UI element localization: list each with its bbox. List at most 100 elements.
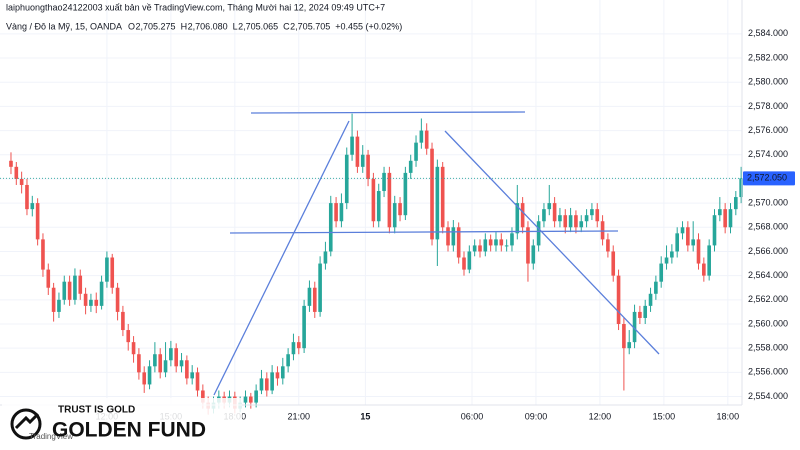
candle-body — [648, 293, 653, 306]
candle-body — [350, 136, 354, 155]
y-tick-label: 2,554.000 — [748, 391, 788, 401]
candle-body — [472, 245, 477, 252]
candle-body — [371, 178, 376, 222]
candle-body — [259, 378, 264, 391]
candle-body — [286, 354, 290, 367]
candle-body — [30, 203, 35, 210]
candle-body — [73, 275, 77, 300]
ohlc-label: O — [128, 21, 135, 31]
candle-body — [387, 172, 392, 228]
logo: TradingView TRUST IS GOLD GOLDEN FUND — [2, 398, 242, 448]
candle-body — [94, 299, 99, 306]
candle-body — [115, 287, 120, 312]
candle-body — [526, 227, 530, 264]
candle-body — [201, 390, 205, 403]
candle-body — [536, 221, 541, 246]
candle-body — [510, 233, 514, 246]
y-tick-label: 2,556.000 — [748, 367, 788, 377]
candle-body — [403, 172, 408, 216]
candle-body — [430, 148, 434, 240]
y-tick-label: 2,566.000 — [748, 246, 788, 256]
candle-body — [659, 263, 664, 282]
candle-body — [296, 342, 301, 349]
candle-body — [46, 269, 51, 288]
candle-body — [739, 178, 743, 198]
y-tick-label: 2,564.000 — [748, 270, 788, 280]
y-tick-label: 2,574.000 — [748, 149, 788, 159]
candle-body — [686, 227, 690, 246]
candle-body — [291, 342, 296, 355]
candle-body — [574, 215, 578, 228]
candle-body — [190, 372, 195, 379]
ohlc-value: 2,706.080 — [188, 21, 228, 31]
y-tick-label: 2,578.000 — [748, 101, 788, 111]
candle-body — [392, 203, 397, 228]
candle-body — [638, 311, 642, 318]
candle-body — [531, 245, 536, 264]
candle-body — [451, 227, 456, 246]
candle-body — [563, 215, 568, 228]
logo-backdrop — [2, 398, 242, 448]
candle-body — [691, 239, 695, 246]
candle-body — [137, 354, 141, 373]
candle-body — [185, 360, 189, 379]
candle-body — [712, 215, 717, 246]
candle-body — [243, 396, 248, 403]
y-tick-label: 2,584.000 — [748, 28, 788, 38]
x-tick-label: 21:00 — [288, 411, 311, 421]
candle-body — [627, 342, 632, 349]
watermark: TradingView — [29, 432, 73, 441]
x-tick-label: 18:00 — [717, 411, 740, 421]
symbol: Vàng / Đô la Mỹ, 15, OANDA — [6, 21, 122, 31]
candle-body — [467, 251, 472, 270]
candle-body — [9, 160, 13, 167]
candle-body — [328, 203, 333, 252]
candle-body — [355, 136, 360, 167]
candle-body — [382, 172, 386, 192]
candle-body — [547, 203, 552, 210]
candle-body — [499, 239, 504, 246]
candle-body — [366, 154, 370, 179]
candle-body — [600, 221, 605, 240]
candle-body — [312, 287, 317, 312]
candle-body — [57, 299, 61, 312]
y-tick-label: 2,582.000 — [748, 52, 788, 62]
candle-body — [153, 354, 157, 367]
y-tick-label: 2,576.000 — [748, 125, 788, 135]
candle-body — [723, 209, 727, 228]
ohlc-legend: Vàng / Đô la Mỹ, 15, OANDA O 2,705.275 H 2,… — [6, 21, 402, 31]
candle-body — [622, 324, 626, 349]
candle-body — [275, 372, 280, 379]
candle-body — [14, 166, 19, 179]
candle-body — [520, 203, 525, 228]
candle-body — [318, 263, 322, 312]
candle-body — [424, 130, 429, 149]
candle-body — [51, 287, 56, 312]
x-tick-label: 15:00 — [653, 411, 676, 421]
logo-icon — [10, 408, 42, 440]
candle-body — [147, 366, 152, 385]
candle-body — [680, 227, 685, 234]
y-tick-label: 2,558.000 — [748, 343, 788, 353]
candle-body — [414, 142, 418, 161]
candle-body — [78, 275, 83, 294]
candle-body — [632, 311, 637, 343]
x-tick-label: 06:00 — [461, 411, 484, 421]
candle-body — [462, 257, 466, 270]
ohlc-value: 2,705.065 — [238, 21, 278, 31]
candle-body — [584, 215, 589, 222]
candle-body — [398, 203, 402, 216]
candle-body — [19, 178, 24, 185]
trend-line — [213, 120, 350, 396]
x-tick-label: 15 — [360, 411, 370, 421]
candle-body — [323, 251, 328, 264]
candle-body — [344, 154, 349, 204]
candle-body — [41, 239, 45, 270]
ohlc-change: +0.455 (+0.02%) — [335, 21, 402, 31]
candle-body — [515, 203, 520, 234]
candle-body — [142, 372, 147, 385]
candle-body — [83, 293, 88, 306]
candle-body — [99, 281, 104, 306]
